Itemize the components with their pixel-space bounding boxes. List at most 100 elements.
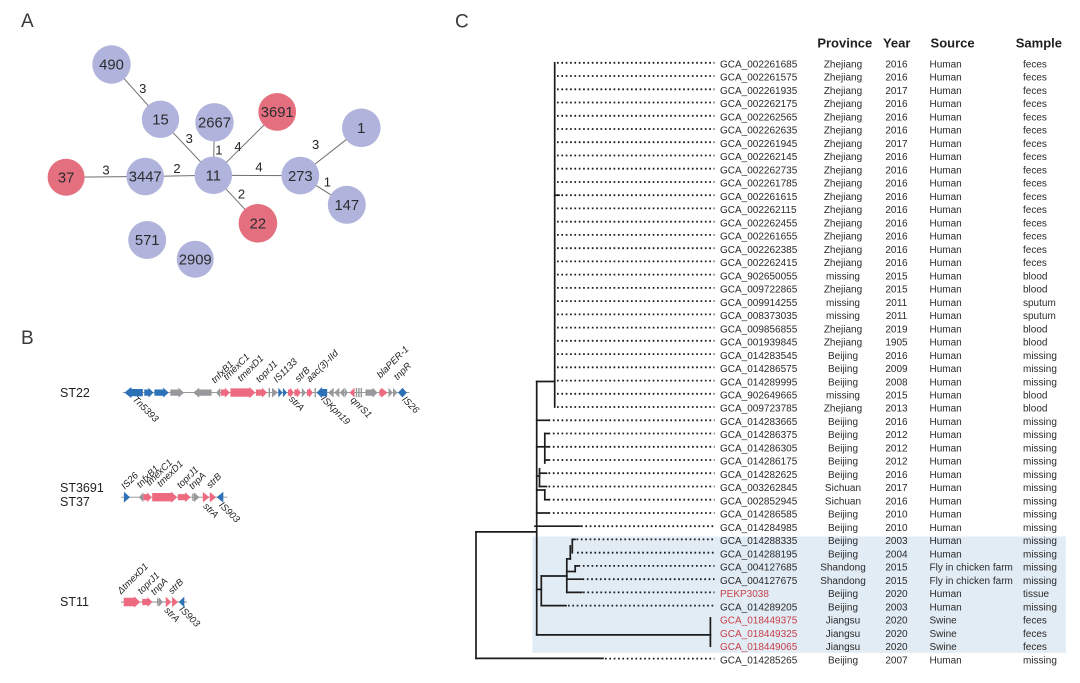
svg-text:Human: Human [930, 205, 962, 216]
svg-text:2016: 2016 [885, 165, 908, 176]
svg-text:2020: 2020 [885, 629, 908, 640]
svg-text:2016: 2016 [885, 73, 908, 84]
svg-text:tissue: tissue [1023, 589, 1050, 600]
svg-text:feces: feces [1023, 629, 1047, 640]
svg-text:feces: feces [1023, 179, 1047, 190]
svg-text:GCA_002261935: GCA_002261935 [720, 86, 798, 97]
svg-text:feces: feces [1023, 126, 1047, 137]
svg-text:Beijing: Beijing [828, 417, 858, 428]
svg-text:Shandong: Shandong [820, 576, 866, 587]
svg-text:2015: 2015 [885, 563, 908, 574]
svg-text:Zhejiang: Zhejiang [824, 60, 862, 71]
svg-text:2016: 2016 [885, 218, 908, 229]
svg-text:Human: Human [930, 60, 962, 71]
svg-text:2016: 2016 [885, 245, 908, 256]
svg-text:Beijing: Beijing [828, 536, 858, 547]
svg-text:2015: 2015 [885, 576, 908, 587]
svg-text:GCA_014284985: GCA_014284985 [720, 523, 798, 534]
svg-text:2019: 2019 [885, 324, 908, 335]
svg-text:Province: Province [817, 36, 872, 51]
svg-text:2: 2 [238, 186, 245, 201]
svg-text:missing: missing [1023, 576, 1057, 587]
svg-text:15: 15 [152, 113, 168, 129]
svg-text:PEKP3038: PEKP3038 [720, 589, 769, 600]
svg-text:GCA_014289995: GCA_014289995 [720, 377, 798, 388]
svg-text:GCA_014282625: GCA_014282625 [720, 470, 798, 481]
svg-text:ST3691: ST3691 [60, 481, 104, 495]
svg-text:Zhejiang: Zhejiang [824, 165, 862, 176]
svg-text:Beijing: Beijing [828, 377, 858, 388]
svg-text:GCA_002262385: GCA_002262385 [720, 245, 798, 256]
svg-text:feces: feces [1023, 99, 1047, 110]
svg-text:Human: Human [930, 165, 962, 176]
svg-text:GCA_014286585: GCA_014286585 [720, 510, 798, 521]
svg-text:Human: Human [930, 483, 962, 494]
svg-text:Jiangsu: Jiangsu [826, 642, 860, 653]
svg-text:Zhejiang: Zhejiang [824, 192, 862, 203]
svg-text:Zhejiang: Zhejiang [824, 139, 862, 150]
svg-text:273: 273 [288, 169, 313, 185]
svg-text:Human: Human [930, 536, 962, 547]
svg-text:GCA_002261575: GCA_002261575 [720, 73, 798, 84]
svg-text:GCA_902650055: GCA_902650055 [720, 271, 798, 282]
svg-text:blood: blood [1023, 391, 1047, 402]
svg-text:Human: Human [930, 126, 962, 137]
svg-text:missing: missing [1023, 417, 1057, 428]
svg-text:Zhejiang: Zhejiang [824, 86, 862, 97]
svg-text:blood: blood [1023, 324, 1047, 335]
svg-text:Human: Human [930, 404, 962, 415]
svg-text:GCA_014289205: GCA_014289205 [720, 602, 798, 613]
svg-text:missing: missing [1023, 470, 1057, 481]
svg-text:Jiangsu: Jiangsu [826, 616, 860, 627]
svg-text:Beijing: Beijing [828, 549, 858, 560]
svg-text:571: 571 [135, 233, 160, 249]
svg-text:GCA_014286375: GCA_014286375 [720, 430, 798, 441]
svg-text:2020: 2020 [885, 642, 908, 653]
svg-text:missing: missing [1023, 430, 1057, 441]
svg-text:GCA_002261685: GCA_002261685 [720, 60, 798, 71]
svg-text:Sichuan: Sichuan [825, 483, 861, 494]
svg-text:2016: 2016 [885, 179, 908, 190]
svg-text:missing: missing [1023, 351, 1057, 362]
svg-text:ST37: ST37 [60, 495, 90, 509]
svg-text:GCA_009722865: GCA_009722865 [720, 285, 798, 296]
svg-text:blood: blood [1023, 271, 1047, 282]
svg-text:Zhejiang: Zhejiang [824, 285, 862, 296]
svg-text:Beijing: Beijing [828, 602, 858, 613]
svg-text:Zhejiang: Zhejiang [824, 99, 862, 110]
svg-text:blood: blood [1023, 404, 1047, 415]
svg-text:2004: 2004 [885, 549, 908, 560]
svg-text:2017: 2017 [885, 483, 908, 494]
svg-text:Human: Human [930, 324, 962, 335]
svg-text:2013: 2013 [885, 404, 908, 415]
svg-text:2007: 2007 [885, 655, 908, 666]
svg-text:Human: Human [930, 510, 962, 521]
svg-text:feces: feces [1023, 205, 1047, 216]
svg-text:GCA_014288335: GCA_014288335 [720, 536, 798, 547]
svg-text:missing: missing [1023, 655, 1057, 666]
svg-text:Human: Human [930, 351, 962, 362]
svg-text:2012: 2012 [885, 457, 908, 468]
svg-text:GCA_009914255: GCA_009914255 [720, 298, 798, 309]
svg-text:2003: 2003 [885, 602, 908, 613]
svg-text:Source: Source [931, 36, 975, 51]
svg-text:Human: Human [930, 589, 962, 600]
svg-text:Human: Human [930, 285, 962, 296]
svg-text:Human: Human [930, 258, 962, 269]
svg-text:2015: 2015 [885, 391, 908, 402]
svg-text:sputum: sputum [1023, 311, 1056, 322]
svg-text:11: 11 [206, 169, 221, 185]
svg-text:GCA_001939845: GCA_001939845 [720, 338, 798, 349]
svg-text:blood: blood [1023, 338, 1047, 349]
svg-text:GCA_014283665: GCA_014283665 [720, 417, 798, 428]
svg-text:Human: Human [930, 86, 962, 97]
svg-text:4: 4 [255, 160, 262, 175]
svg-text:Human: Human [930, 139, 962, 150]
svg-text:GCA_014283545: GCA_014283545 [720, 351, 798, 362]
svg-text:Swine: Swine [930, 629, 958, 640]
svg-text:missing: missing [1023, 563, 1057, 574]
svg-text:Swine: Swine [930, 616, 958, 627]
svg-text:3: 3 [312, 137, 319, 152]
svg-text:2016: 2016 [885, 152, 908, 163]
svg-text:Zhejiang: Zhejiang [824, 232, 862, 243]
